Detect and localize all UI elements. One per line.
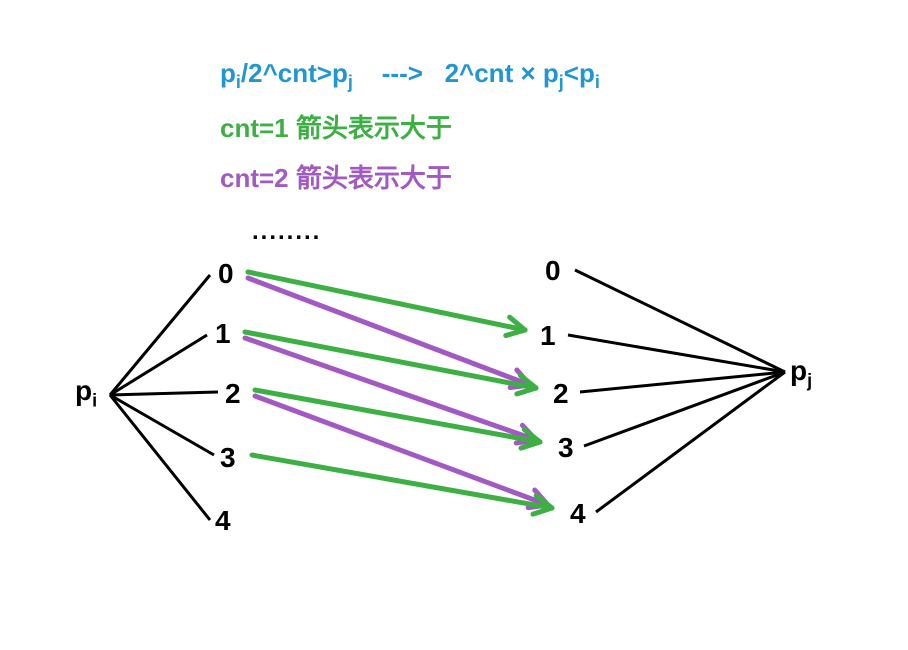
right-node-4: 4 — [570, 498, 586, 530]
ellipsis-dots: ........ — [252, 218, 321, 246]
arrows-green-group — [245, 272, 552, 514]
formula-sub-i2: i — [595, 72, 600, 92]
right-node-1: 1 — [540, 320, 556, 352]
formula-lt: <p — [564, 58, 595, 88]
left-hub-label: pi — [75, 375, 97, 412]
formula-text: pi/2^cnt>pj ---> 2^cnt × pj<pi — [220, 58, 600, 93]
left-hub-p: p — [75, 375, 92, 406]
formula-part: p — [220, 58, 236, 88]
formula-part2: /2^cnt>p — [241, 58, 348, 88]
right-node-0: 0 — [545, 255, 561, 287]
left-hub-sub: i — [92, 391, 97, 411]
right-hub-sub: j — [807, 371, 812, 391]
right-node-3: 3 — [558, 432, 574, 464]
left-node-3: 3 — [220, 442, 236, 474]
diagram-svg — [0, 0, 908, 650]
right-hub-label: pj — [790, 355, 812, 392]
fan-right-group — [568, 270, 785, 512]
fan-left-group — [110, 275, 218, 520]
arrows-purple-group — [245, 278, 548, 508]
formula-arrow: ---> 2^cnt × p — [353, 58, 559, 88]
left-node-1: 1 — [215, 318, 231, 350]
left-node-4: 4 — [215, 505, 231, 537]
left-node-0: 0 — [218, 258, 234, 290]
right-hub-p: p — [790, 355, 807, 386]
right-node-2: 2 — [553, 378, 569, 410]
legend-green: cnt=1 箭头表示大于 — [220, 108, 452, 145]
left-node-2: 2 — [225, 378, 241, 410]
legend-purple: cnt=2 箭头表示大于 — [220, 158, 452, 195]
